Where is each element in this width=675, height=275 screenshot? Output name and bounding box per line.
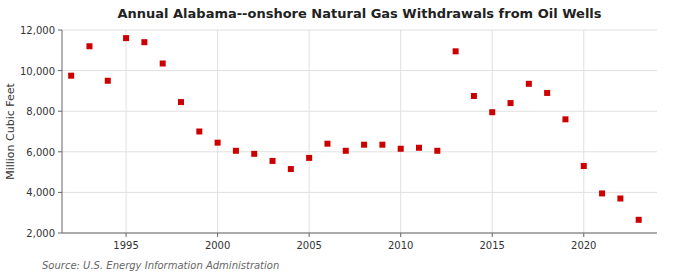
tick-y: [58, 151, 62, 152]
grid-line-x: [309, 30, 310, 233]
tick-y: [58, 233, 62, 234]
point: [288, 166, 294, 172]
tick-y: [58, 30, 62, 31]
grid-line-x: [217, 30, 218, 233]
tick-label-x: 2005: [296, 240, 321, 251]
point: [123, 35, 129, 41]
point: [636, 217, 642, 223]
x-axis-line: [62, 233, 657, 234]
grid: [62, 30, 657, 233]
grid-line-y: [62, 30, 657, 31]
grid-line-y: [62, 151, 657, 152]
tick-y: [58, 192, 62, 193]
point: [508, 100, 514, 106]
tick-x: [492, 233, 493, 237]
point: [526, 81, 532, 87]
tick-label-y: 12,000: [20, 25, 55, 36]
point: [434, 148, 440, 154]
tick-y: [58, 111, 62, 112]
y-axis-line: [62, 30, 63, 233]
chart: Annual Alabama--onshore Natural Gas With…: [0, 0, 675, 275]
grid-line-y: [62, 70, 657, 71]
point: [196, 129, 202, 135]
tick-label-y: 6,000: [26, 147, 55, 158]
tick-label-y: 4,000: [26, 187, 55, 198]
chart-container: Annual Alabama--onshore Natural Gas With…: [0, 0, 675, 275]
point: [178, 99, 184, 105]
point: [361, 142, 367, 148]
point: [343, 148, 349, 154]
tick-label-y: 2,000: [26, 228, 55, 239]
point: [86, 43, 92, 49]
tick-label-x: 2020: [571, 240, 596, 251]
point: [471, 93, 477, 99]
axes: 2,000 4,000 6,000 8,000 10,000 12,000 1995 2000…: [20, 25, 657, 251]
point: [398, 146, 404, 152]
points: [68, 35, 642, 223]
point: [617, 195, 623, 201]
grid-line-y: [62, 192, 657, 193]
point: [379, 142, 385, 148]
tick-x: [583, 233, 584, 237]
tick-x: [126, 233, 127, 237]
point: [233, 148, 239, 154]
point: [68, 73, 74, 79]
tick-x: [217, 233, 218, 237]
point: [306, 155, 312, 161]
point: [453, 48, 459, 54]
grid-line-y: [62, 233, 657, 234]
point: [324, 141, 330, 147]
tick-x: [400, 233, 401, 237]
point: [544, 90, 550, 96]
grid-line-x: [400, 30, 401, 233]
point: [105, 78, 111, 84]
tick-label-x: 2000: [205, 240, 230, 251]
tick-label-y: 10,000: [20, 66, 55, 77]
point: [215, 140, 221, 146]
tick-label-x: 2015: [480, 240, 505, 251]
title: Annual Alabama--onshore Natural Gas With…: [117, 6, 601, 21]
grid-line-x: [492, 30, 493, 233]
point: [562, 116, 568, 122]
grid-line-x: [583, 30, 584, 233]
tick-label-y: 8,000: [26, 106, 55, 117]
point: [581, 163, 587, 169]
point: [416, 145, 422, 151]
tick-y: [58, 70, 62, 71]
tick-x: [309, 233, 310, 237]
tick-label-x: 2010: [388, 240, 413, 251]
point: [141, 39, 147, 45]
point: [251, 151, 257, 157]
point: [160, 60, 166, 66]
point: [270, 158, 276, 164]
point: [489, 109, 495, 115]
y-axis-label: Million Cubic Feet: [4, 82, 17, 179]
tick-label-x: 1995: [113, 240, 138, 251]
point: [599, 190, 605, 196]
source-note: Source: U.S. Energy Information Administ…: [42, 260, 279, 271]
grid-line-x: [126, 30, 127, 233]
grid-line-y: [62, 111, 657, 112]
